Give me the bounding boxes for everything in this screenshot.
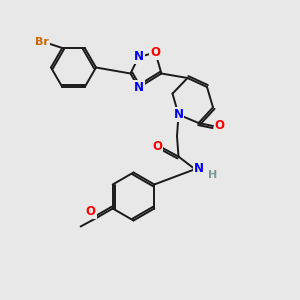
Text: O: O bbox=[152, 140, 163, 153]
Text: N: N bbox=[134, 81, 144, 94]
Text: N: N bbox=[173, 108, 184, 121]
Text: H: H bbox=[208, 169, 217, 180]
Text: O: O bbox=[150, 46, 161, 59]
Text: O: O bbox=[86, 205, 96, 218]
Text: Br: Br bbox=[35, 37, 49, 47]
Text: N: N bbox=[194, 162, 204, 175]
Text: N: N bbox=[134, 50, 144, 64]
Text: O: O bbox=[214, 119, 225, 133]
